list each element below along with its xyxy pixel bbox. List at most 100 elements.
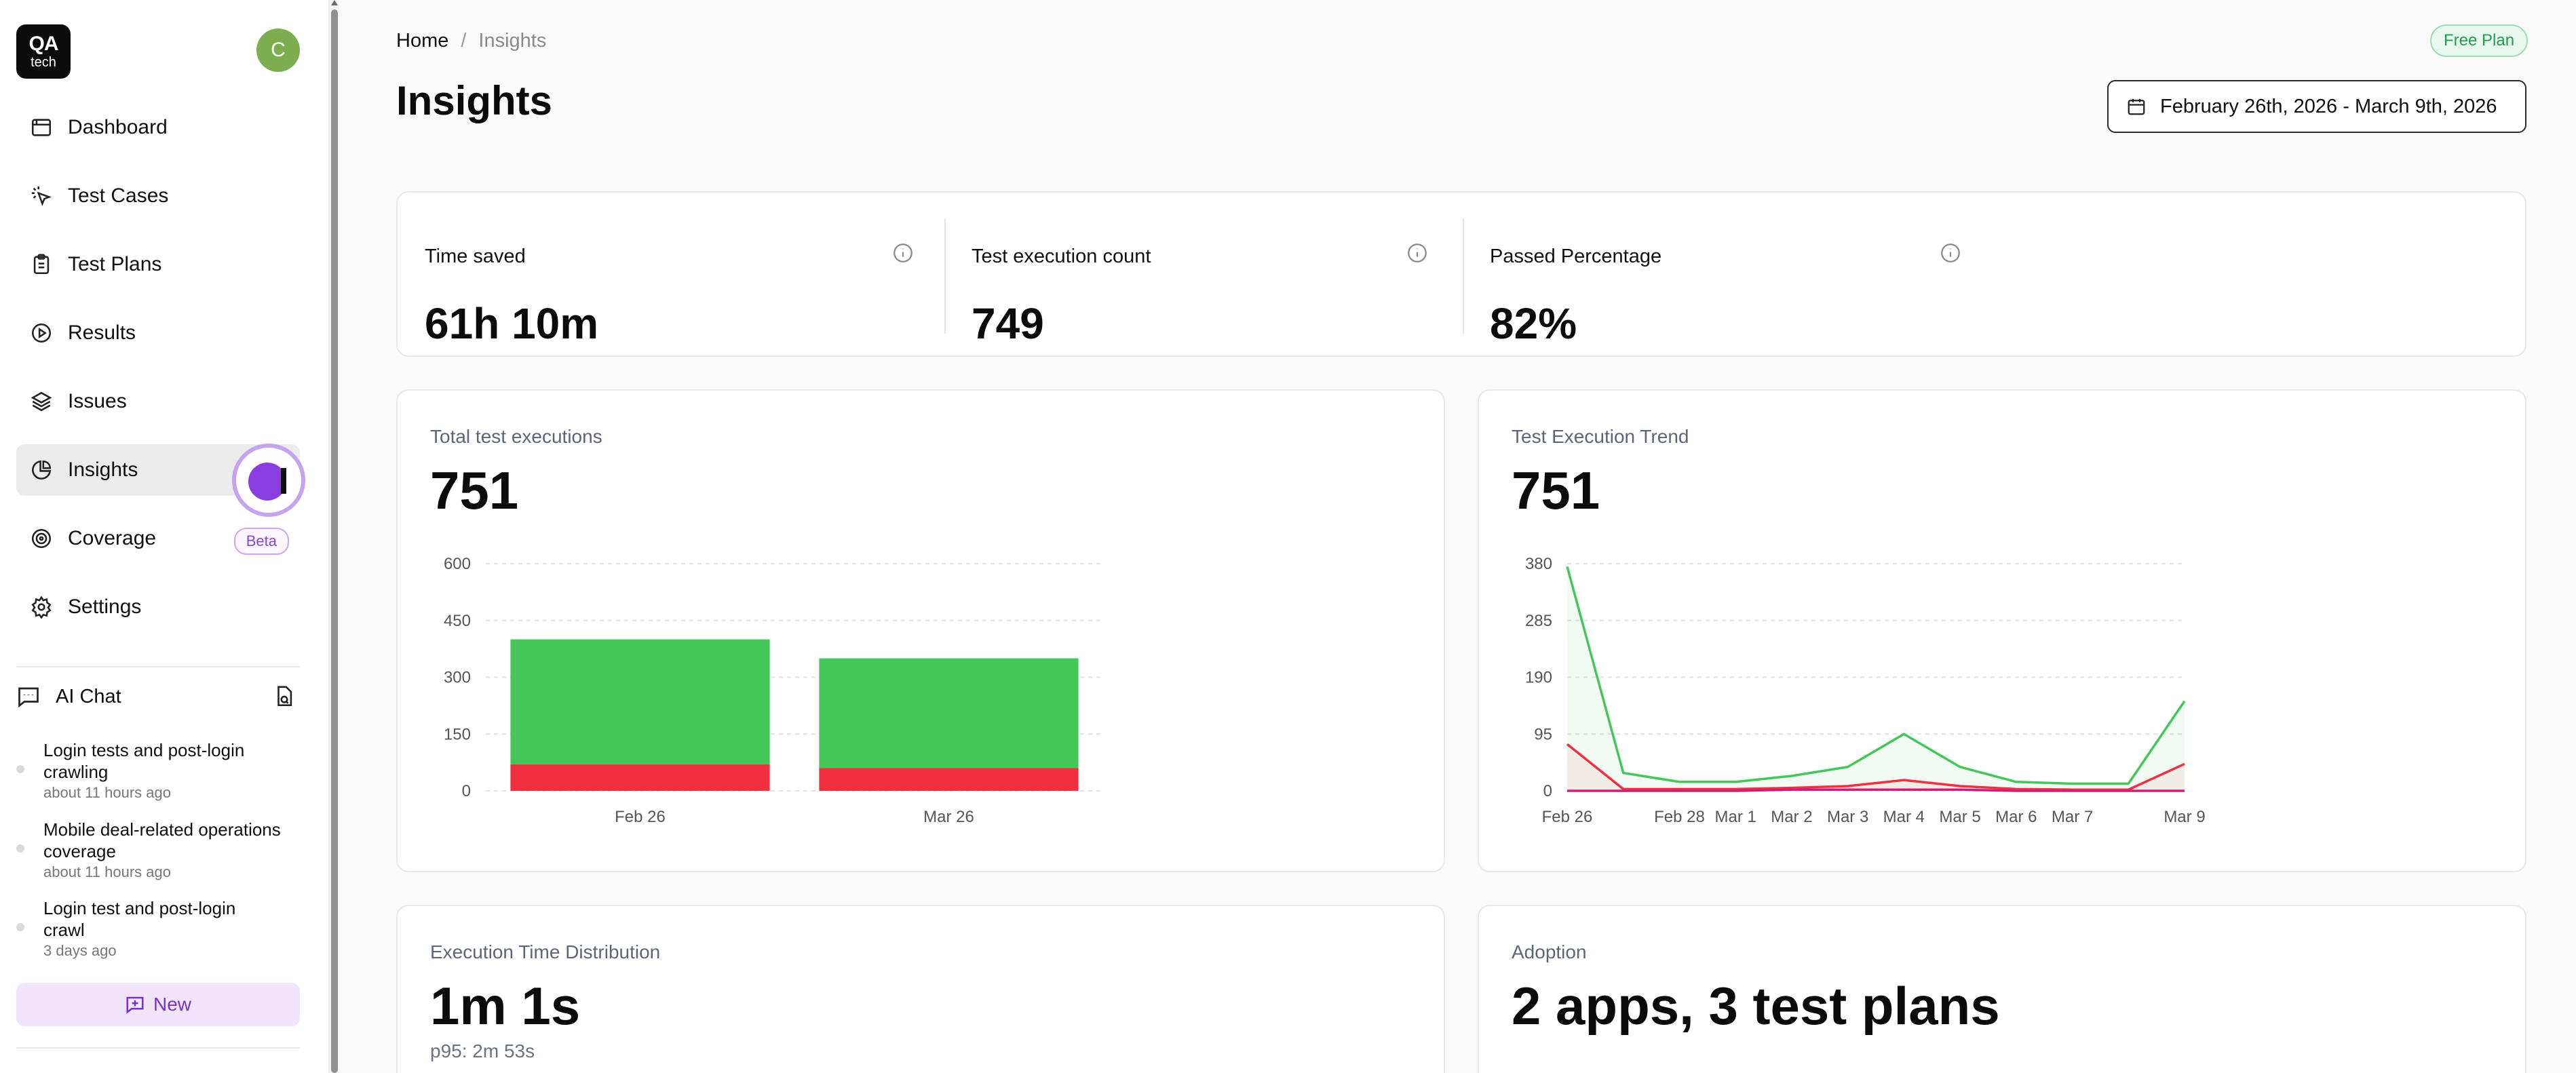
user-avatar[interactable]: C [256, 28, 300, 72]
chat-title-line: crawling [43, 762, 109, 782]
sidebar-item-results[interactable]: Results [16, 307, 300, 359]
sidebar-item-label: Issues [68, 390, 127, 412]
card-value: 1m 1s [430, 976, 581, 1036]
y-tick-label: 600 [444, 555, 471, 573]
page-title: Insights [396, 78, 553, 123]
qa-tech-logo[interactable]: QA tech [16, 24, 71, 79]
pie-chart-icon [32, 460, 52, 480]
y-tick-label: 150 [444, 725, 471, 743]
bar-segment [510, 639, 770, 764]
info-icon[interactable] [1406, 241, 1429, 265]
sidebar-item-dashboard[interactable]: Dashboard [16, 102, 300, 153]
series-area [1567, 566, 2185, 791]
date-range-label: February 26th, 2026 - March 9th, 2026 [2160, 95, 2497, 117]
sidebar-item-test-cases[interactable]: Test Cases [16, 170, 300, 222]
dashboard-icon [31, 119, 52, 136]
card-title: Total test executions [430, 426, 602, 447]
x-tick-label: Mar 5 [1939, 808, 1980, 826]
x-tick-label: Mar 26 [923, 808, 974, 826]
sidebar-item-label: Coverage [68, 527, 157, 549]
y-tick-label: 450 [444, 612, 471, 630]
bar-segment [510, 764, 770, 791]
chat-title-line: coverage [43, 841, 116, 861]
info-icon[interactable] [1939, 241, 1962, 265]
sidebar-item-label: Test Plans [68, 253, 162, 275]
chat-timestamp: about 11 hours ago [43, 863, 171, 880]
sidebar-nav: Dashboard Test Cases Test Plans Results … [16, 102, 300, 650]
stat-label: Test execution count [972, 246, 1151, 267]
new-chat-icon[interactable] [273, 685, 296, 708]
stat-divider [1463, 218, 1464, 334]
chat-timestamp: about 11 hours ago [43, 784, 171, 801]
ai-chat-header: AI Chat [16, 680, 300, 714]
calendar-icon [2128, 98, 2145, 115]
gear-icon [31, 596, 52, 619]
sidebar-divider [16, 666, 300, 667]
sidebar-item-test-plans[interactable]: Test Plans [16, 239, 300, 290]
x-tick-label: Mar 7 [2052, 808, 2093, 826]
scroll-up-arrow-icon[interactable] [331, 0, 338, 5]
breadcrumb: Home / Insights [396, 30, 546, 52]
y-tick-label: 0 [462, 782, 471, 800]
y-tick-label: 0 [1543, 782, 1552, 800]
chat-title-line: Mobile deal-related operations [43, 819, 281, 840]
stat-label: Passed Percentage [1490, 246, 1662, 267]
info-icon[interactable] [891, 241, 915, 265]
chat-icon [18, 687, 39, 708]
ai-chat-title: AI Chat [56, 685, 121, 707]
sidebar-divider [16, 1047, 300, 1049]
clipboard-icon [33, 254, 50, 275]
bar-segment [819, 768, 1079, 791]
execution-time-card: Execution Time Distribution 1m 1s p95: 2… [396, 905, 1445, 1073]
chat-history-item[interactable]: Mobile deal-related operations coverage a… [15, 819, 300, 881]
series-line [1566, 566, 2186, 785]
cursor-indicator [281, 468, 286, 494]
new-chat-button[interactable]: New [16, 983, 300, 1026]
card-title: Test Execution Trend [1512, 426, 1689, 447]
chat-status-dot [16, 765, 24, 773]
sidebar: QA tech C Dashboard Test Cases Test Plan… [0, 0, 328, 1073]
plan-badge[interactable]: Free Plan [2430, 24, 2529, 57]
chat-title: Mobile deal-related operations coverage [43, 819, 300, 862]
x-tick-label: Mar 6 [1995, 808, 2037, 826]
sidebar-scrollbar[interactable] [328, 0, 339, 1073]
total-executions-bar-chart[interactable]: 0 150 300 450 600 Feb 26 Mar 26 [425, 533, 1239, 859]
x-tick-label: Mar 1 [1715, 808, 1756, 826]
layers-icon [31, 391, 52, 412]
sidebar-item-issues[interactable]: Issues [16, 376, 300, 427]
breadcrumb-current: Insights [478, 30, 547, 52]
stat-execution-count: Test execution count 749 [944, 218, 1446, 348]
sidebar-collapse-handle[interactable] [248, 463, 286, 501]
stat-value: 61h 10m [425, 299, 599, 348]
x-tick-label: Mar 2 [1771, 808, 1812, 826]
logo-text-sub: tech [31, 55, 56, 70]
y-tick-label: 300 [444, 669, 471, 687]
card-value: 751 [430, 461, 519, 520]
execution-trend-line-chart[interactable]: 0 95 190 285 380 Feb 26 Feb 28 Mar 1 Mar 2 Mar 3 M… [1506, 533, 2320, 859]
breadcrumb-home-link[interactable]: Home [396, 30, 449, 52]
sidebar-item-label: Settings [68, 596, 142, 618]
series-line [1566, 743, 2185, 791]
series-line [1567, 788, 2185, 792]
sidebar-item-coverage[interactable]: Coverage Beta [16, 513, 300, 564]
stat-label: Time saved [425, 246, 526, 267]
card-value: 2 apps, 3 test plans [1512, 976, 2000, 1036]
y-tick-label: 380 [1525, 555, 1552, 573]
chat-status-dot [16, 844, 24, 853]
sidebar-item-label: Results [68, 321, 136, 344]
sidebar-item-settings[interactable]: Settings [16, 581, 300, 633]
bar-segment [819, 658, 1079, 768]
chat-history-item[interactable]: Login test and post-login crawl 3 days ag… [15, 897, 300, 960]
message-plus-icon [126, 996, 144, 1014]
stat-value: 749 [972, 299, 1044, 348]
chat-status-dot [16, 923, 24, 931]
x-tick-label: Feb 26 [1542, 808, 1593, 826]
card-value: 751 [1512, 461, 1600, 520]
card-title: Adoption [1512, 941, 1587, 962]
card-subtitle: p95: 2m 53s [430, 1040, 535, 1061]
sidebar-scrollbar-thumb[interactable] [331, 9, 338, 1073]
x-tick-label: Feb 28 [1654, 808, 1705, 826]
main-content: Home / Insights Free Plan Insights Febru… [339, 0, 2576, 1073]
date-range-picker[interactable]: February 26th, 2026 - March 9th, 2026 [2107, 80, 2526, 133]
chat-history-item[interactable]: Login tests and post-login crawling about… [15, 739, 300, 802]
